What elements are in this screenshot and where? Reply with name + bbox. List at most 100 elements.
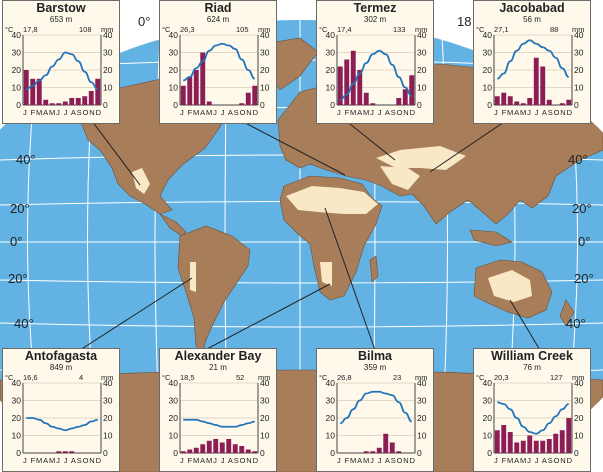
annual-precip-value: 127 <box>550 373 563 382</box>
precip-bar <box>252 451 258 453</box>
precip-bar <box>88 91 94 105</box>
precip-tick-label: 30 <box>417 396 427 406</box>
deserts <box>132 146 532 302</box>
temp-unit-label: °C <box>162 373 171 382</box>
precip-unit-label: mm <box>101 373 114 382</box>
precip-bar <box>187 77 193 105</box>
precip-bar <box>494 430 500 453</box>
temp-unit-label: °C <box>476 25 485 34</box>
station-elevation: 56 m <box>523 15 541 24</box>
precip-tick-label: 20 <box>417 65 427 75</box>
precip-tick-label: 20 <box>260 65 270 75</box>
precip-unit-label: mm <box>258 373 271 382</box>
precip-bar <box>56 103 62 105</box>
temperature-curve <box>340 49 413 101</box>
temp-tick-label: 10 <box>483 83 493 93</box>
temp-tick-label: 40 <box>326 378 336 388</box>
desert-sahara <box>286 186 378 214</box>
precip-tick-label: 40 <box>103 378 113 388</box>
precip-bar <box>49 103 55 105</box>
lat-label-40n-right: 40° <box>568 152 588 167</box>
precip-bar <box>43 99 49 105</box>
desert-atacama <box>190 262 196 292</box>
new-zealand <box>559 299 575 327</box>
precip-bar <box>252 85 258 105</box>
precip-bar <box>36 78 42 105</box>
lat-label-20s-right: 20° <box>574 271 594 286</box>
temp-tick-label: 0 <box>330 100 335 110</box>
precip-bar <box>566 99 572 105</box>
climate-chart: 40 40 30 30 20 20 10 10 0 0J FMAMJ J ASOND <box>326 30 427 117</box>
precip-bar <box>520 103 526 105</box>
precip-tick-label: 0 <box>417 448 422 458</box>
precip-unit-label: mm <box>258 25 271 34</box>
precip-tick-label: 40 <box>103 30 113 40</box>
precip-tick-label: 10 <box>417 431 427 441</box>
temp-tick-label: 30 <box>326 48 336 58</box>
temp-tick-label: 0 <box>330 448 335 458</box>
temp-tick-label: 30 <box>483 48 493 58</box>
precip-unit-label: mm <box>572 25 585 34</box>
precip-tick-label: 10 <box>260 83 270 93</box>
precip-bar <box>527 98 533 105</box>
climate-chart: 40 40 30 30 20 20 10 10 0 0J FMAMJ J ASOND <box>483 30 584 117</box>
precip-tick-label: 20 <box>103 413 113 423</box>
temperature-curve <box>183 42 256 82</box>
precip-bar <box>239 103 245 105</box>
temp-tick-label: 10 <box>483 431 493 441</box>
central-america <box>159 213 187 237</box>
station-name: Jacobabad <box>499 1 565 15</box>
temp-tick-label: 30 <box>12 48 22 58</box>
precip-tick-label: 0 <box>417 100 422 110</box>
lon-label-top-right: 18 <box>457 14 472 29</box>
precip-bar <box>553 433 559 453</box>
precip-tick-label: 0 <box>574 448 579 458</box>
precip-bar <box>69 98 75 105</box>
lon-label-top-left: 0° <box>138 14 151 29</box>
temp-unit-label: °C <box>319 25 328 34</box>
temp-tick-label: 20 <box>326 413 336 423</box>
temp-unit-label: °C <box>5 25 14 34</box>
precip-tick-label: 20 <box>260 413 270 423</box>
precip-tick-label: 0 <box>260 448 265 458</box>
precip-bar <box>533 57 539 105</box>
station-elevation: 359 m <box>363 363 387 372</box>
temp-tick-label: 10 <box>169 431 179 441</box>
precip-bar <box>219 442 225 453</box>
temp-tick-label: 10 <box>12 83 22 93</box>
precip-tick-label: 30 <box>103 396 113 406</box>
temp-tick-label: 20 <box>326 65 336 75</box>
mean-temp-value: 20,3 <box>494 373 509 382</box>
temp-tick-label: 30 <box>169 48 179 58</box>
precip-unit-label: mm <box>572 373 585 382</box>
lat-label-0-left: 0° <box>10 234 23 249</box>
lat-label-40n-left: 40° <box>16 152 36 167</box>
precip-bar <box>245 92 251 105</box>
lat-label-20n-left: 20° <box>10 201 30 216</box>
precip-tick-label: 10 <box>417 83 427 93</box>
station-name: William Creek <box>491 349 573 363</box>
station-elevation: 653 m <box>49 15 73 24</box>
annual-precip-value: 108 <box>79 25 92 34</box>
precip-bar <box>514 101 520 105</box>
precip-bar <box>533 440 539 453</box>
desert-north-america <box>132 168 150 194</box>
temperature-curve <box>183 418 255 428</box>
mean-temp-value: 17,4 <box>337 25 352 34</box>
mean-temp-value: 27,1 <box>494 25 509 34</box>
desert-arabia <box>380 166 420 190</box>
temp-tick-label: 20 <box>169 413 179 423</box>
annual-precip-value: 133 <box>393 25 406 34</box>
temp-tick-label: 40 <box>483 30 493 40</box>
precip-tick-label: 10 <box>574 83 584 93</box>
precip-bar <box>350 50 356 105</box>
climate-chart: 40 40 30 30 20 20 10 10 0 0J FMAMJ J ASOND <box>483 378 584 465</box>
month-labels: J FMAMJ J ASOND <box>337 456 416 465</box>
precip-bar <box>200 444 206 453</box>
precip-bar <box>206 440 212 453</box>
precip-tick-label: 30 <box>574 396 584 406</box>
precip-bar <box>402 89 408 105</box>
precip-bar <box>232 444 238 453</box>
month-labels: J FMAMJ J ASOND <box>494 108 573 117</box>
